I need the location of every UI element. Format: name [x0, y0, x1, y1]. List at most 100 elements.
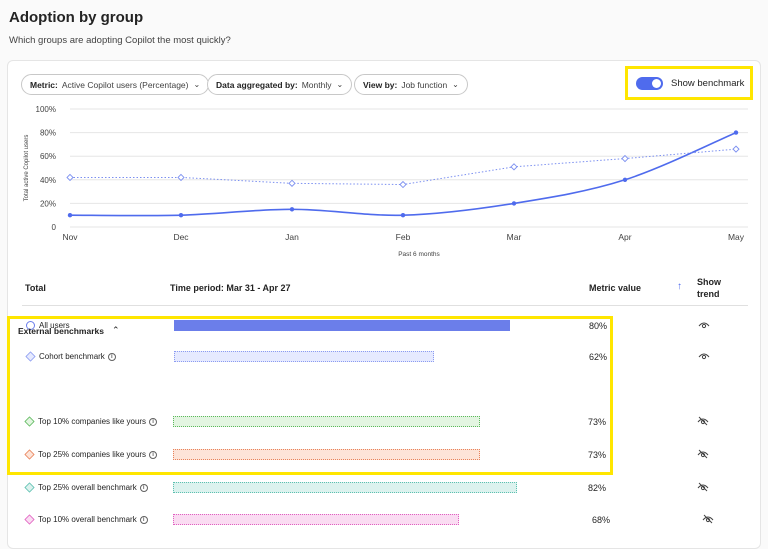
metric-dropdown-label: Metric:: [30, 79, 58, 90]
row-label-text: Top 25% companies like yours: [38, 450, 147, 459]
metric-value: 82%: [588, 483, 607, 493]
metric-value: 73%: [588, 450, 607, 460]
table-row: Top 10% overall benchmark i 68%: [24, 510, 747, 530]
table-row: Cohort benchmark i 62%: [25, 347, 748, 367]
info-icon[interactable]: i: [107, 352, 116, 361]
y-tick-label: 0: [52, 223, 57, 232]
x-tick-label: Dec: [173, 232, 189, 242]
table-row: Top 25% overall benchmark i 82%: [24, 478, 747, 498]
view-by-dropdown[interactable]: View by: Job function ⌄: [354, 74, 468, 95]
legend-diamond-icon: [24, 449, 35, 460]
row-label-text: Top 10% companies like yours: [38, 417, 147, 426]
info-icon[interactable]: i: [149, 417, 158, 426]
show-benchmark-toggle[interactable]: [636, 76, 663, 90]
chevron-down-icon: ⌄: [452, 80, 459, 89]
col-header-trend-2: trend: [697, 289, 720, 299]
external-benchmarks-title: External benchmarks: [18, 325, 104, 336]
row-label-text: Top 25% overall benchmark: [38, 483, 137, 492]
table-row: All users 80%: [26, 316, 748, 336]
row-label: All users: [26, 321, 70, 330]
adoption-line-chart: 0 20% 40% 60% 80% 100% Nov Dec Jan Feb Mar Apr May Pa…: [24, 105, 748, 258]
eye-off-icon[interactable]: [697, 416, 709, 428]
data-point: [178, 213, 184, 218]
col-header-trend-1: Show: [697, 277, 721, 287]
data-point: [733, 130, 739, 135]
metric-bar: [173, 482, 518, 493]
eye-off-icon[interactable]: [697, 449, 709, 461]
legend-diamond-icon: [24, 482, 35, 493]
eye-off-icon[interactable]: [697, 482, 709, 494]
show-benchmark-label: Show benchmark: [671, 77, 745, 89]
row-label: Top 25% overall benchmark i: [24, 482, 148, 493]
aggregation-dropdown[interactable]: Data aggregated by: Monthly ⌄: [207, 74, 353, 95]
metric-value: 73%: [588, 417, 607, 427]
chevron-down-icon: ⌄: [193, 80, 201, 89]
eye-icon[interactable]: [698, 320, 710, 332]
row-label-text: All users: [39, 321, 70, 330]
row-label-text: Top 10% overall benchmark: [38, 515, 137, 524]
x-tick-label: Feb: [396, 232, 411, 242]
row-label-text: Cohort benchmark: [39, 352, 105, 361]
info-icon[interactable]: i: [139, 515, 148, 524]
y-tick-label: 40%: [40, 176, 56, 185]
chevron-up-icon[interactable]: ⌃: [111, 325, 120, 335]
data-point: [399, 180, 407, 189]
view-by-dropdown-value: Job function: [401, 79, 448, 90]
legend-diamond-icon: [24, 416, 35, 427]
series-line-cohort-benchmark: [70, 148, 737, 186]
data-point: [732, 145, 740, 153]
data-point: [289, 207, 295, 212]
metric-value: 62%: [589, 352, 608, 362]
row-label: Top 25% companies like yours i: [24, 449, 158, 460]
page-title: Adoption by group: [9, 9, 144, 26]
row-label: Top 10% overall benchmark i: [24, 514, 148, 525]
legend-diamond-icon: [24, 514, 35, 525]
toggle-knob: [652, 78, 661, 88]
x-tick-label: Apr: [618, 232, 631, 242]
x-tick-label: Nov: [62, 232, 78, 242]
adoption-card: Metric: Active Copilot users (Percentage…: [7, 60, 761, 549]
aggregation-dropdown-label: Data aggregated by:: [216, 79, 298, 90]
metric-dropdown-value: Active Copilot users (Percentage): [61, 79, 189, 90]
metric-dropdown[interactable]: Metric: Active Copilot users (Percentage…: [21, 74, 210, 95]
data-point: [511, 201, 517, 206]
data-point: [621, 154, 629, 163]
eye-off-icon[interactable]: [702, 514, 714, 526]
y-tick-label: 20%: [40, 199, 56, 208]
data-point: [622, 177, 628, 182]
metric-value: 80%: [589, 321, 608, 331]
y-tick-label: 80%: [40, 129, 56, 138]
eye-icon[interactable]: [698, 351, 710, 363]
row-label: Top 10% companies like yours i: [24, 416, 158, 427]
data-point: [288, 179, 296, 187]
col-header-trend: Show trend: [697, 276, 721, 300]
metric-bar: [174, 320, 510, 331]
col-header-total: Total: [25, 283, 46, 293]
metric-bar: [174, 351, 435, 362]
y-axis-label: Total active Copilot users: [24, 135, 30, 202]
aggregation-dropdown-value: Monthly: [301, 79, 332, 90]
data-point: [67, 213, 73, 218]
metric-bar: [173, 514, 459, 525]
info-icon[interactable]: i: [149, 450, 158, 459]
x-axis-label: Past 6 months: [398, 251, 440, 258]
legend-circle-icon: [26, 321, 35, 330]
x-tick-label: Jan: [285, 232, 299, 242]
data-point: [177, 173, 185, 182]
y-tick-label: 60%: [40, 152, 56, 161]
info-icon[interactable]: i: [139, 483, 148, 492]
data-point: [66, 173, 74, 182]
col-header-period: Time period: Mar 31 - Apr 27: [170, 283, 291, 293]
chevron-down-icon: ⌄: [336, 80, 344, 89]
sort-arrow-up-icon[interactable]: ↑: [677, 281, 682, 292]
data-point: [510, 163, 518, 171]
table-divider: [22, 305, 748, 306]
x-tick-label: May: [728, 232, 745, 242]
external-benchmarks-highlight: [7, 316, 613, 475]
row-label: Cohort benchmark i: [25, 351, 116, 362]
table-row: Top 10% companies like yours i 73%: [24, 412, 747, 432]
metric-value: 68%: [592, 515, 611, 525]
external-benchmarks-header[interactable]: External benchmarks ⌃: [18, 325, 120, 336]
data-point: [400, 213, 406, 218]
view-by-dropdown-label: View by:: [363, 79, 398, 90]
